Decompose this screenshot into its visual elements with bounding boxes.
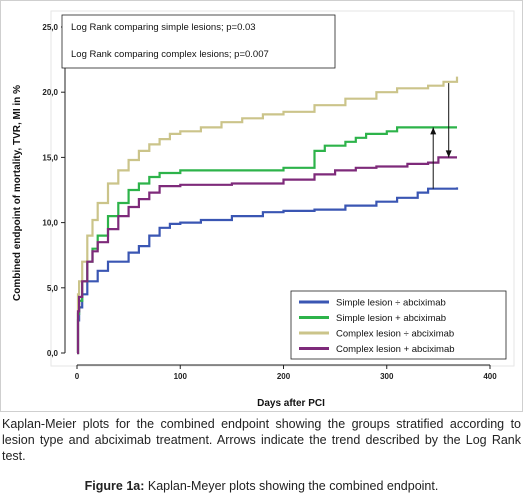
axes-group: 0,0 5,0 10,0 15,0 20,0 25,0 0 100 200 300 400 — [42, 23, 497, 381]
figure-caption: Kaplan-Meier plots for the combined endp… — [2, 417, 521, 463]
legend-label-1: Simple lesion ÷ abciximab — [336, 298, 446, 309]
y-tick-label: 15,0 — [42, 153, 58, 162]
series-line-3 — [76, 76, 459, 355]
x-tick-label: 300 — [380, 372, 394, 381]
chart-panel: 0,0 5,0 10,0 15,0 20,0 25,0 0 100 200 300 400 Log … — [0, 0, 523, 412]
y-tick-label: 0,0 — [47, 349, 59, 358]
annotation-simple-text: Log Rank comparing simple lesions; p=0.0… — [71, 22, 256, 33]
x-tick-label: 100 — [174, 372, 188, 381]
series-line-4 — [76, 156, 457, 355]
x-tick-label: 400 — [483, 372, 497, 381]
plot-area-frame — [50, 10, 515, 367]
trend-arrow-head-1 — [430, 127, 437, 135]
figure-title: Figure 1a: Kaplan-Meyer plots showing th… — [0, 479, 523, 493]
arrows-group — [430, 83, 452, 189]
legend-label-3: Complex lesion ÷ abciximab — [336, 329, 454, 340]
trend-arrow-head-2 — [445, 150, 452, 158]
series-lines-group — [76, 76, 459, 355]
y-tick-label: 20,0 — [42, 88, 58, 97]
annotation-box-frame — [61, 14, 336, 69]
y-tick-label: 10,0 — [42, 219, 58, 228]
kaplan-meier-chart: 0,0 5,0 10,0 15,0 20,0 25,0 0 100 200 300 400 Log … — [12, 10, 515, 409]
y-tick-label: 5,0 — [47, 284, 59, 293]
x-tick-label: 0 — [75, 372, 80, 381]
x-tick-label: 200 — [277, 372, 291, 381]
legend-label-2: Simple lesion + abciximab — [336, 313, 446, 324]
annotation-box: Log Rank comparing simple lesions; p=0.0… — [61, 14, 336, 69]
series-line-1 — [76, 187, 459, 355]
y-axis-title: Combined endpoint of mortality, TVR, MI … — [12, 85, 23, 301]
legend-label-4: Complex lesion + abciximab — [336, 344, 455, 355]
x-axis-title: Days after PCI — [257, 398, 325, 409]
figure-title-text: Kaplan-Meyer plots showing the combined … — [144, 479, 439, 493]
figure-label: Figure 1a: — [84, 479, 145, 493]
annotation-complex-text: Log Rank comparing complex lesions; p=0.… — [71, 49, 269, 60]
legend: Simple lesion ÷ abciximab Simple lesion +… — [290, 290, 507, 360]
y-tick-label: 25,0 — [42, 23, 58, 32]
